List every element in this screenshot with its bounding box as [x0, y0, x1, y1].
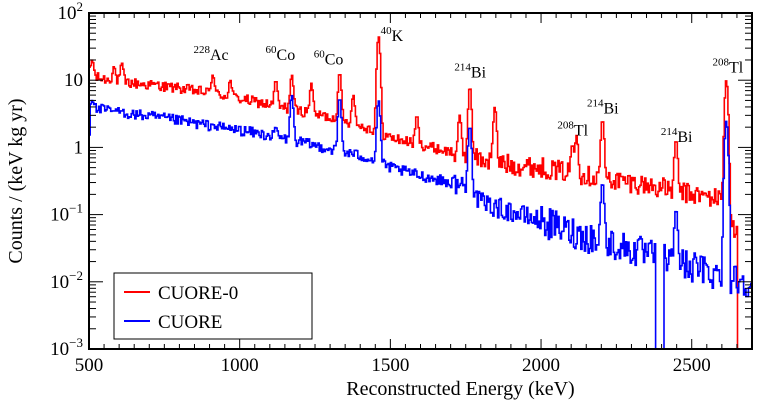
peak-label: 214Bi [454, 61, 486, 81]
axes: 500 1000 1500 2000 2500 10−3 10−2 10−1 1 10 102 [50, 0, 752, 376]
peak-label: 208Tl [557, 120, 588, 140]
peak-label: 214Bi [587, 97, 619, 117]
legend-label: CUORE [158, 312, 222, 333]
peak-label: 60Co [266, 44, 296, 64]
series-cuore-line [89, 94, 752, 349]
x-tick-label: 2000 [522, 355, 560, 376]
x-axis-label: Reconstructed Energy (keV) [346, 378, 574, 400]
peak-label: 208Tl [713, 57, 744, 77]
peak-label: 40K [381, 25, 404, 45]
y-tick-label: 102 [58, 0, 84, 24]
x-tick-label: 500 [75, 355, 104, 376]
series-cuore-0-line [89, 36, 752, 349]
y-tick-label: 10−1 [50, 201, 83, 226]
legend-box [113, 272, 313, 340]
x-tick-label: 1500 [371, 355, 409, 376]
peak-label: 214Bi [661, 126, 693, 146]
y-axis-label: Counts / (keV kg yr) [5, 98, 27, 263]
y-tick-label: 1 [74, 137, 84, 158]
x-tick-label: 2500 [673, 355, 711, 376]
peak-labels: 228Ac 60Co 60Co 40K 214Bi 214Bi 208Tl 214Bi 208T… [193, 25, 743, 146]
x-tick-label: 1000 [221, 355, 259, 376]
series-layer [89, 36, 752, 349]
y-tick-label: 10−3 [50, 335, 83, 360]
y-tick-label: 10 [64, 70, 83, 91]
legend-label: CUORE-0 [158, 283, 238, 304]
peak-label: 60Co [314, 49, 344, 69]
legend: CUORE-0 CUORE [113, 272, 313, 340]
peak-label: 228Ac [193, 44, 228, 64]
y-tick-label: 10−2 [50, 268, 83, 293]
